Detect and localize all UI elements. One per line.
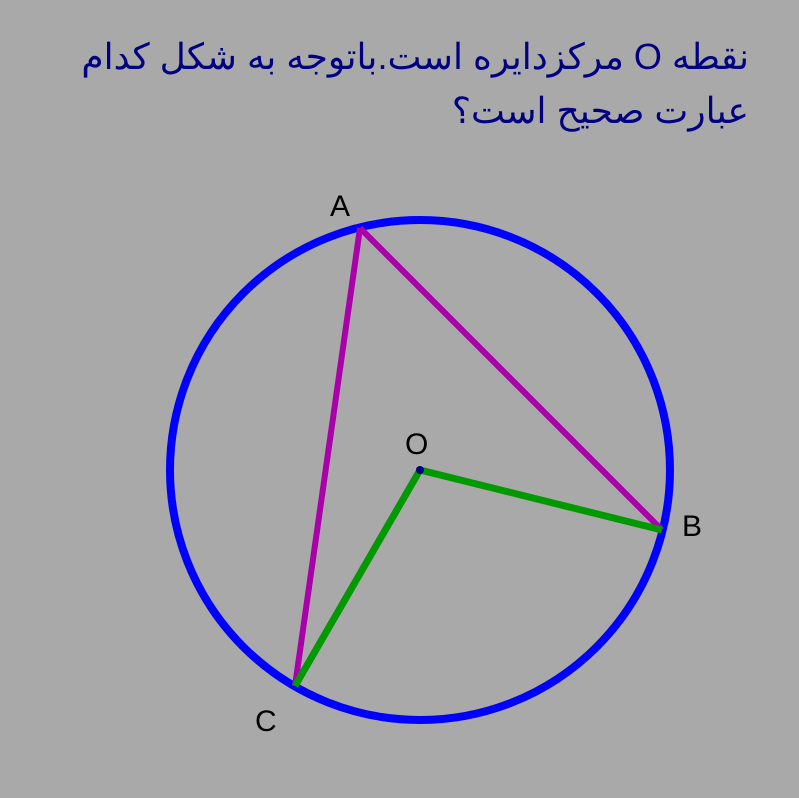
line-AB	[360, 228, 662, 530]
label-O: O	[405, 428, 428, 462]
line-OB	[420, 470, 662, 530]
diagram-svg	[50, 180, 750, 780]
label-C: C	[255, 705, 277, 739]
line-AC	[295, 228, 360, 686]
question-text: نقطه O مرکزدایره است.باتوجه به شکل کدام …	[50, 30, 749, 138]
geometry-diagram: A B C O	[50, 180, 750, 780]
line-OC	[295, 470, 420, 686]
label-A: A	[330, 190, 350, 224]
label-B: B	[682, 510, 702, 544]
center-point	[416, 466, 424, 474]
